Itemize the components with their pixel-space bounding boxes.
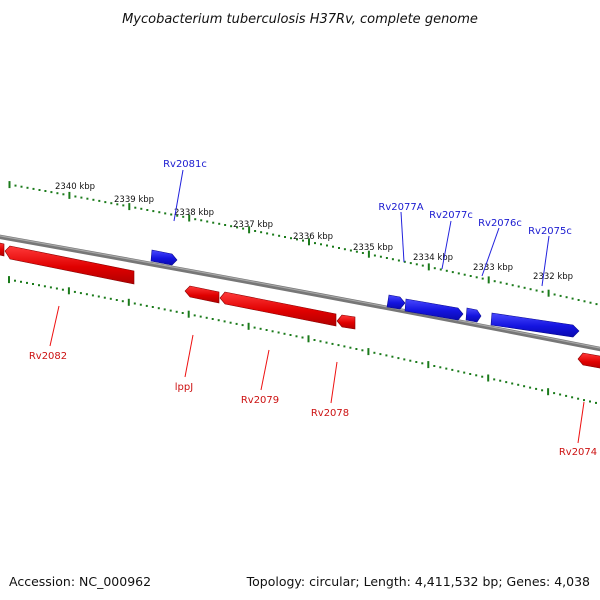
label-rv2079[interactable]: Rv2079	[241, 395, 279, 406]
kbp-label-2333: 2333 kbp	[473, 263, 513, 273]
gene-rv2083-partial[interactable]	[0, 242, 5, 257]
forward-strand-genes	[150, 249, 580, 338]
map-title: Mycobacterium tuberculosis H37Rv, comple…	[122, 12, 478, 27]
forward-gene-labels: Rv2081c Rv2077A Rv2077c Rv2076c Rv2075c	[163, 159, 572, 237]
gene-rv2078[interactable]	[336, 314, 356, 330]
label-rv2081c[interactable]: Rv2081c	[163, 159, 207, 170]
kbp-label-2340: 2340 kbp	[55, 182, 95, 192]
accession-text: Accession: NC_000962	[9, 574, 151, 589]
label-rv2077a[interactable]: Rv2077A	[378, 202, 423, 213]
kbp-label-2335: 2335 kbp	[353, 243, 393, 253]
label-rv2075c[interactable]: Rv2075c	[528, 226, 572, 237]
gene-rv2082[interactable]	[4, 245, 135, 285]
leader-rv2077c	[441, 220, 452, 270]
leader-lppj	[184, 334, 194, 378]
gene-rv2077a[interactable]	[386, 294, 406, 310]
leader-rv2076c	[481, 227, 500, 277]
leader-rv2078	[330, 361, 338, 404]
label-rv2074[interactable]: Rv2074	[559, 447, 597, 458]
genome-summary-text: Topology: circular; Length: 4,411,532 bp…	[246, 574, 590, 589]
gene-rv2079[interactable]	[219, 291, 337, 327]
gene-rv2076c[interactable]	[465, 307, 482, 323]
forward-leader-lines	[173, 169, 550, 287]
outer-kbp-ruler	[8, 181, 598, 306]
genome-backbone	[0, 234, 600, 352]
leader-rv2074	[577, 401, 585, 444]
genome-backbone-highlight	[0, 235, 600, 349]
label-rv2082[interactable]: Rv2082	[29, 351, 67, 362]
gene-rv2077c[interactable]	[404, 298, 464, 321]
kbp-label-2339: 2339 kbp	[114, 195, 154, 205]
leader-rv2075c	[541, 235, 550, 287]
kbp-label-2332: 2332 kbp	[533, 272, 573, 282]
kbp-label-2337: 2337 kbp	[233, 220, 273, 230]
leader-rv2077a	[400, 211, 405, 263]
gene-rv2081c[interactable]	[150, 249, 178, 266]
kbp-label-2336: 2336 kbp	[293, 232, 333, 242]
inner-kbp-ruler	[8, 276, 597, 404]
reverse-strand-genes	[0, 242, 600, 369]
label-lppj[interactable]: lppJ	[175, 382, 193, 393]
leader-rv2081c	[173, 169, 184, 222]
kbp-label-2334: 2334 kbp	[413, 253, 453, 263]
kbp-labels: 2340 kbp 2339 kbp 2338 kbp 2337 kbp 2336…	[55, 182, 573, 282]
gene-rv2075c[interactable]	[490, 312, 580, 338]
kbp-label-2338: 2338 kbp	[174, 208, 214, 218]
reverse-gene-labels: Rv2082 lppJ Rv2079 Rv2078 Rv2074	[29, 351, 597, 458]
leader-rv2082	[49, 305, 60, 347]
gene-lppj[interactable]	[184, 285, 220, 304]
gene-rv2074[interactable]	[577, 352, 600, 369]
leader-rv2079	[260, 349, 270, 391]
label-rv2077c[interactable]: Rv2077c	[429, 210, 473, 221]
reverse-leader-lines	[49, 305, 585, 444]
label-rv2078[interactable]: Rv2078	[311, 408, 349, 419]
label-rv2076c[interactable]: Rv2076c	[478, 218, 522, 229]
